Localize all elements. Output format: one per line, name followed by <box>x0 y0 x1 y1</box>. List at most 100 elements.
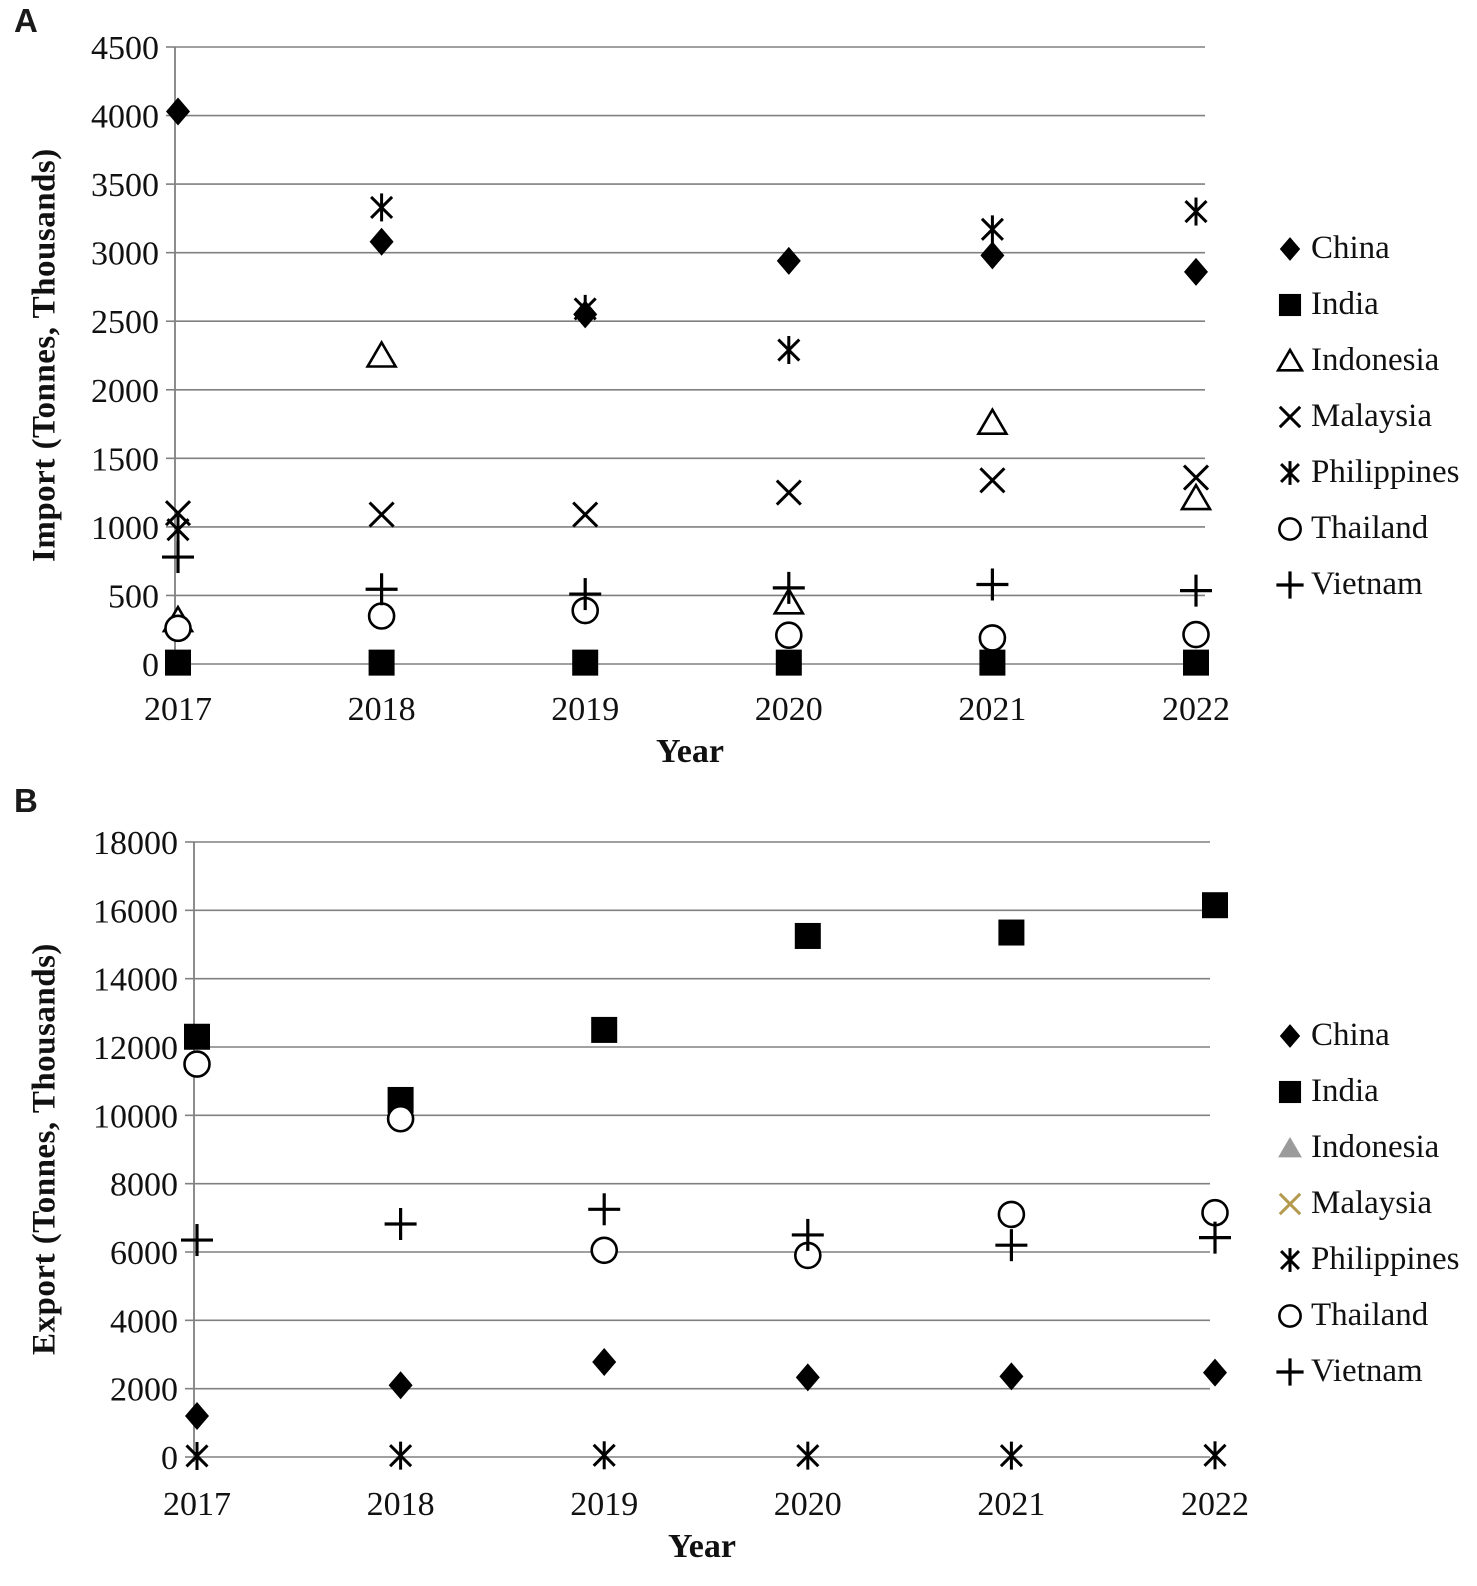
y-tick-label: 18000 <box>93 825 178 862</box>
filled-square-icon <box>1278 293 1302 317</box>
marker-india-2019 <box>591 1016 618 1043</box>
plus-icon <box>1276 1358 1304 1386</box>
y-tick-label: 4500 <box>91 30 159 67</box>
filled-diamond-icon <box>1279 1024 1301 1048</box>
x-tick-label: 2017 <box>163 1486 231 1523</box>
series-vietnam-markers <box>181 1193 1231 1262</box>
filled-square-legend-icon <box>1278 293 1302 317</box>
x-cross-icon <box>1278 1192 1302 1216</box>
panel-b-legend: China India Indonesia Malaysia Philippines Th… <box>1272 1007 1477 1399</box>
marker-vietnam-2018 <box>365 573 398 606</box>
marker-china-2018 <box>369 227 394 256</box>
marker-thailand-2021 <box>978 624 1007 652</box>
x-tick-label: 2019 <box>570 1486 638 1523</box>
legend-label: India <box>1311 1072 1379 1109</box>
asterisk-legend-icon <box>1280 1248 1300 1272</box>
marker-thailand-2018 <box>386 1104 415 1133</box>
marker-china-2020 <box>776 246 801 275</box>
panel-b-label: B <box>14 782 38 819</box>
series-thailand-markers <box>164 596 1210 652</box>
marker-thailand-2021 <box>997 1200 1026 1229</box>
y-tick-label: 2000 <box>91 373 159 410</box>
plus-icon <box>1276 571 1304 599</box>
y-tick-label: 0 <box>161 1440 178 1477</box>
marker-china-2017 <box>185 1402 209 1430</box>
marker-indonesia-2018 <box>365 339 398 368</box>
filled-square-legend-icon <box>1278 1080 1302 1104</box>
x-tick-labels: 2017 2018 2019 2020 2021 2022 <box>144 691 1230 728</box>
marker-malaysia-2022 <box>1182 464 1210 491</box>
marker-philippines-2018 <box>389 1441 413 1470</box>
y-tick-label: 2500 <box>91 304 159 341</box>
legend-item-india: India <box>1272 276 1477 332</box>
marker-vietnam-2020 <box>791 1218 824 1251</box>
marker-indonesia-2021 <box>976 407 1009 435</box>
marker-philippines-2018 <box>370 193 394 222</box>
open-triangle-icon <box>1275 347 1305 372</box>
marker-philippines-2021 <box>999 1441 1023 1470</box>
plus-legend-icon <box>1276 571 1304 599</box>
legend-label: China <box>1311 1016 1390 1053</box>
marker-thailand-2017 <box>164 614 192 643</box>
y-tick-label: 500 <box>108 578 159 615</box>
x-tick-label: 2018 <box>367 1486 435 1523</box>
y-tick-label: 1500 <box>91 441 159 478</box>
panel-b-plot: 0 2000 4000 6000 8000 10000 12000 14000 16000 180… <box>93 825 1249 1523</box>
marker-india-2021 <box>998 919 1025 946</box>
panel-a-label: A <box>14 2 38 39</box>
legend-item-china: China <box>1272 1007 1477 1063</box>
legend-label: India <box>1311 285 1379 322</box>
legend-item-philippines: Philippines <box>1272 444 1477 500</box>
marker-philippines-2019 <box>592 1441 616 1470</box>
x-tick-label: 2018 <box>348 691 416 728</box>
y-tick-label: 14000 <box>93 962 178 999</box>
y-tick-label: 10000 <box>93 1098 178 1135</box>
legend-item-thailand: Thailand <box>1272 1287 1477 1343</box>
marker-malaysia-2019 <box>572 501 599 528</box>
series-india-markers <box>165 649 1209 676</box>
plus-legend-icon <box>1276 1358 1304 1386</box>
marker-india-2017 <box>165 649 191 676</box>
marker-india-2018 <box>368 649 395 676</box>
marker-vietnam-2017 <box>181 1224 213 1257</box>
marker-vietnam-2021 <box>995 1229 1028 1262</box>
marker-thailand-2020 <box>774 621 803 650</box>
y-tick-label: 2000 <box>110 1372 178 1409</box>
gridlines <box>166 46 1205 665</box>
marker-india-2019 <box>572 649 599 676</box>
marker-philippines-2017 <box>166 515 190 544</box>
marker-india-2020 <box>775 649 802 676</box>
asterisk-icon <box>1280 461 1300 485</box>
x-cross-icon <box>1278 405 1302 429</box>
marker-china-2020 <box>795 1363 820 1392</box>
marker-china-2018 <box>388 1371 413 1400</box>
series-indonesia-markers <box>161 339 1213 633</box>
x-cross-legend-icon <box>1278 405 1302 429</box>
x-tick-label: 2020 <box>774 1486 842 1523</box>
series-thailand-markers <box>183 1050 1229 1270</box>
legend-item-thailand: Thailand <box>1272 500 1477 556</box>
marker-thailand-2019 <box>590 1236 619 1265</box>
marker-india-2021 <box>979 649 1006 676</box>
y-tick-label: 12000 <box>93 1030 178 1067</box>
y-tick-label: 3500 <box>91 167 159 204</box>
marker-india-2022 <box>1202 892 1228 919</box>
legend-item-india: India <box>1272 1063 1477 1119</box>
asterisk-icon <box>1280 1248 1300 1272</box>
marker-vietnam-2022 <box>1180 574 1212 607</box>
x-cross-legend-icon <box>1278 1192 1302 1216</box>
series-china-markers <box>185 1348 1227 1430</box>
open-circle-icon <box>1278 1304 1302 1328</box>
panel-a-x-axis-title: Year <box>656 733 724 770</box>
marker-india-2017 <box>184 1023 210 1050</box>
legend-item-malaysia: Malaysia <box>1272 388 1477 444</box>
open-circle-icon <box>1278 517 1302 541</box>
legend-label: Indonesia <box>1311 1128 1440 1165</box>
y-tick-label: 6000 <box>110 1235 178 1272</box>
open-circle-legend-icon <box>1278 517 1302 541</box>
marker-china-2019 <box>592 1348 617 1377</box>
legend-label: Indonesia <box>1311 341 1440 378</box>
legend-label: Vietnam <box>1311 1352 1423 1389</box>
y-tick-label: 1000 <box>91 510 159 547</box>
